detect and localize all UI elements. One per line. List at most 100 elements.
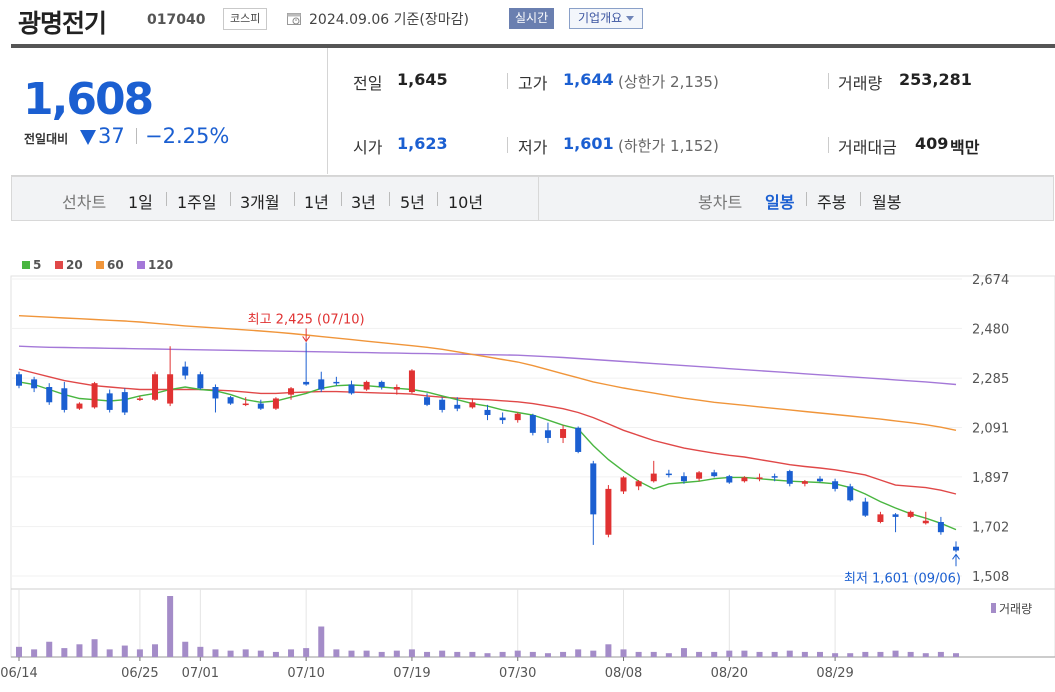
market-badge: 코스피 [223, 8, 268, 30]
volume-bar [907, 651, 914, 657]
y-tick-label: 1,702 [972, 521, 1009, 536]
period-separator [341, 192, 342, 206]
candle-body [363, 381, 370, 390]
candle-body [680, 476, 687, 482]
company-overview-button[interactable]: 기업개요 [569, 8, 644, 29]
volume-bar [348, 650, 355, 657]
volume-bar [242, 649, 249, 657]
realtime-button[interactable]: 실시간 [509, 8, 555, 29]
ma5-line [18, 381, 957, 531]
ma20-line [18, 368, 957, 495]
candle-body [333, 381, 340, 384]
candle-monthly[interactable]: 월봉 [872, 193, 902, 212]
volume-bar [499, 651, 506, 657]
period-5y[interactable]: 5년 [400, 193, 425, 212]
volume-bar [76, 644, 83, 657]
candle-daily[interactable]: 일봉 [765, 193, 795, 212]
x-tick-label: 06/14 [0, 666, 37, 681]
down-arrow-icon [80, 130, 96, 145]
period-1d[interactable]: 1일 [128, 193, 153, 212]
candle-body [46, 387, 53, 403]
candle-chart-label: 봉차트 [698, 193, 743, 212]
volume-legend-swatch [991, 603, 996, 613]
current-price: 1,608 [23, 74, 154, 125]
period-separator [437, 192, 438, 206]
upper-limit: (상한가 2,135) [618, 73, 719, 91]
candle-body [454, 404, 461, 409]
low-annotation: 최저 1,601 (09/06) [844, 571, 961, 586]
change-value: 37 [98, 124, 125, 148]
volume-bar [620, 649, 627, 657]
candle-body [439, 399, 446, 410]
period-3m[interactable]: 3개월 [240, 193, 280, 212]
volume-bar [121, 645, 128, 657]
candle-weekly[interactable]: 주봉 [817, 193, 847, 212]
y-tick-label: 1,508 [972, 570, 1009, 585]
volume-bar [801, 651, 808, 657]
volume-bar [318, 626, 325, 657]
x-tick-label: 08/08 [605, 666, 642, 681]
candle-body [167, 374, 174, 404]
y-tick-label: 1,897 [972, 471, 1009, 486]
volume-bar [544, 653, 551, 657]
volume-bar [303, 648, 310, 657]
candle-body [877, 514, 884, 522]
company-overview-label: 기업개요 [578, 11, 623, 25]
period-separator [806, 192, 807, 206]
candle-body [756, 477, 763, 479]
volume-bar [91, 639, 98, 657]
volume-bar [484, 653, 491, 657]
volume-bar [696, 651, 703, 657]
high-arrow-icon [302, 336, 311, 343]
period-separator [294, 192, 295, 206]
candle-body [650, 473, 657, 482]
x-tick-label: 07/01 [182, 666, 219, 681]
volume-bar [862, 651, 869, 657]
legend-swatch-ma5 [22, 261, 30, 269]
candle-body [605, 488, 612, 535]
candle-body [514, 413, 521, 421]
amount-unit: 백만 [950, 138, 980, 157]
volume-bar [227, 650, 234, 657]
candle-body [499, 417, 506, 421]
candle-body [741, 477, 748, 482]
candle-body [408, 370, 415, 393]
base-date: 2024.09.06 기준(장마감) [309, 12, 469, 28]
candle-body [635, 481, 642, 487]
candle-body [182, 366, 189, 376]
period-1y[interactable]: 1년 [304, 193, 329, 212]
candle-body [620, 477, 627, 492]
volume-bar [756, 651, 763, 657]
volume-label: 거래량 [838, 74, 883, 93]
volume-bar [937, 651, 944, 657]
candle-body [61, 388, 68, 410]
volume-bar [635, 651, 642, 657]
volume-bar [212, 649, 219, 657]
volume-bar [333, 649, 340, 657]
stock-chart[interactable]: 5 20 60 120 2,674 2,480 2,285 2,091 1,897 1,702 1,… [0, 232, 1055, 692]
candle-body [393, 387, 400, 390]
period-1w[interactable]: 1주일 [177, 193, 217, 212]
volume-bar [726, 650, 733, 657]
quote-divider [327, 48, 328, 174]
volume-bar [31, 649, 38, 657]
volume-bar [786, 650, 793, 657]
volume-bar [136, 649, 143, 657]
candle-body [801, 481, 808, 484]
candle-body [91, 383, 98, 408]
period-10y[interactable]: 10년 [448, 193, 484, 212]
legend-label-ma120: 120 [148, 258, 173, 272]
cell-separator [828, 137, 829, 153]
period-3y[interactable]: 3년 [351, 193, 376, 212]
candle-body [136, 398, 143, 400]
quote-panel: 1,608 전일대비 37 −2.25% 전일 1,645 고가 1,644 (… [11, 48, 1054, 176]
volume-bar [152, 644, 159, 657]
candle-body [424, 397, 431, 405]
lower-limit: (하한가 1,152) [618, 137, 719, 155]
candle-body [786, 471, 793, 484]
volume-bar [393, 650, 400, 657]
volume-bar [650, 651, 657, 657]
volume-bar [106, 649, 113, 657]
volume-bar [439, 650, 446, 657]
change-percent: −2.25% [145, 124, 230, 148]
